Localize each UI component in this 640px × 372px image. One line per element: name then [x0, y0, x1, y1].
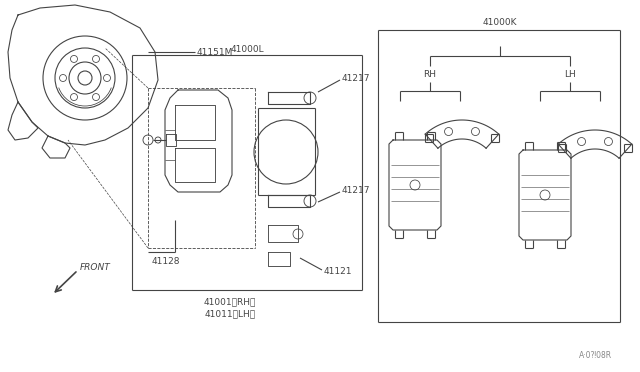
- Text: 41121: 41121: [324, 267, 353, 276]
- Text: 41151M: 41151M: [197, 48, 234, 57]
- Text: RH: RH: [424, 70, 436, 78]
- Text: 41000K: 41000K: [483, 17, 517, 26]
- Text: A·0⁈08R: A·0⁈08R: [579, 352, 612, 360]
- Text: 41001（RH）: 41001（RH）: [204, 298, 256, 307]
- Text: LH: LH: [564, 70, 576, 78]
- Text: 41217: 41217: [342, 186, 371, 195]
- Text: 41217: 41217: [342, 74, 371, 83]
- Text: 41011（LH）: 41011（LH）: [204, 310, 255, 318]
- Text: FRONT: FRONT: [80, 263, 111, 273]
- Text: 41128: 41128: [152, 257, 180, 266]
- Text: 41000L: 41000L: [230, 45, 264, 54]
